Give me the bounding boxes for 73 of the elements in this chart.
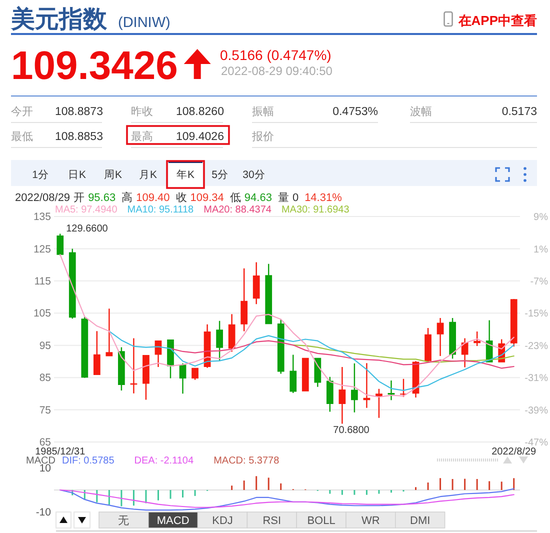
text: 30分: [242, 169, 266, 181]
text: BOLL: [307, 515, 336, 527]
text: 94.63: [244, 192, 272, 204]
y2-tick-label: -31%: [524, 373, 548, 384]
text: 0.4753%: [332, 106, 378, 118]
annotation: 129.6600: [66, 224, 108, 235]
text: MA20: 88.4374: [204, 204, 272, 216]
x-tick-label: 2022/8/29: [492, 446, 537, 458]
text: 108.8873: [55, 106, 103, 118]
text: 美元指数: [10, 5, 108, 33]
text: 108.8260: [176, 106, 224, 118]
text: 周K: [104, 169, 122, 181]
y-tick-label: 10: [39, 462, 52, 475]
text: 今开: [11, 106, 33, 118]
text: 0.5166 (0.4747%): [220, 47, 332, 63]
text: 0: [292, 192, 299, 204]
text: 报价: [251, 131, 274, 143]
text: 2022/08/29: [15, 192, 70, 204]
y2-tick-label: -15%: [524, 308, 548, 320]
text: 109.3426: [11, 44, 178, 88]
text: RSI: [262, 515, 282, 527]
text: 0.5173: [502, 106, 537, 118]
text: 1分: [32, 169, 49, 181]
text: 最低: [11, 131, 33, 143]
text: 2022-08-29 09:40:50: [221, 64, 333, 78]
text: MA5: 97.4940: [55, 204, 118, 216]
y2-tick-label: 9%: [534, 212, 548, 224]
text: 低: [230, 192, 241, 204]
y-tick-label: -10: [36, 506, 52, 519]
text: 开: [74, 192, 85, 204]
text: DEA: -2.1104: [134, 456, 194, 466]
text: 14.31%: [304, 192, 342, 204]
y-tick-label: 135: [33, 211, 52, 224]
y2-tick-label: 1%: [534, 244, 548, 256]
y-tick-label: 105: [33, 308, 52, 320]
text: 108.8853: [55, 131, 103, 143]
text: WR: [362, 515, 380, 527]
y-tick-label: 85: [39, 372, 52, 384]
series-label: MACD: 5.3778: [214, 456, 280, 466]
text: 无: [118, 515, 130, 527]
text: 95.63: [88, 192, 116, 204]
text: 高: [122, 191, 133, 204]
text: 昨收: [131, 106, 153, 118]
text: (DINIW): [118, 15, 170, 31]
y2-tick-label: -39%: [524, 405, 548, 416]
text: 109.40: [136, 192, 170, 204]
text: 最高: [131, 130, 153, 143]
text: 波幅: [410, 105, 432, 118]
y-tick-label: 75: [39, 404, 52, 416]
text: KDJ: [212, 515, 233, 527]
y-tick-label: 65: [39, 436, 52, 449]
y-tick-label: 125: [33, 243, 52, 256]
text: 在APP中查看: [457, 13, 537, 28]
text: DMI: [410, 515, 430, 527]
text: MA10: 95.1118: [127, 204, 194, 216]
text: 振幅: [252, 106, 274, 118]
annotation: 70.6800: [333, 425, 370, 436]
y-tick-label: 115: [34, 276, 52, 288]
text: DIF: 0.5785: [62, 456, 115, 466]
text: 日K: [68, 169, 86, 181]
y2-tick-label: -23%: [524, 340, 548, 352]
text: 收: [176, 192, 187, 204]
x-tick-label: 1985/12/31: [35, 446, 86, 458]
y-tick-label: 95: [39, 340, 52, 352]
text: 109.4026: [176, 131, 224, 143]
text: MACD: [156, 515, 190, 527]
y2-tick-label: -7%: [530, 276, 548, 288]
text: MA30: 91.6943: [281, 204, 350, 216]
text: 月K: [138, 169, 158, 181]
text: 5分: [212, 169, 228, 181]
text: 年K: [176, 169, 195, 181]
text: 109.34: [190, 192, 224, 204]
text: 量: [278, 192, 289, 204]
